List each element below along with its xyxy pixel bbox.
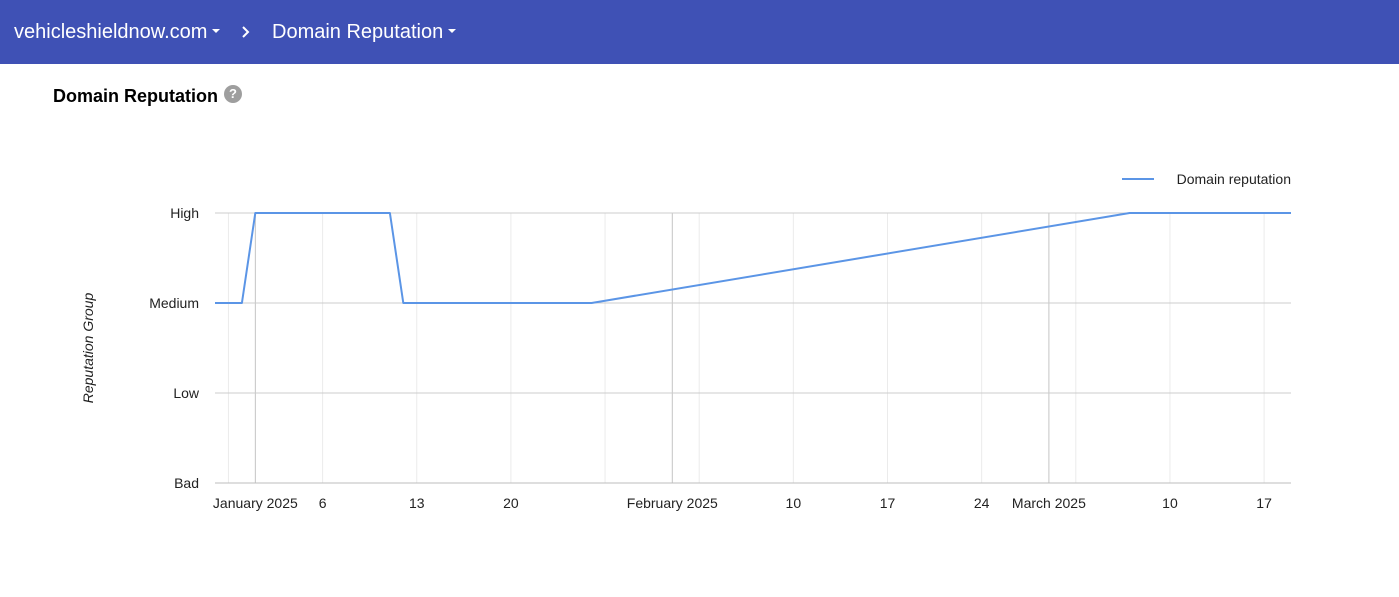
page-title: Domain Reputation xyxy=(53,86,218,106)
x-tick-label: 6 xyxy=(319,495,327,511)
x-tick-label: February 2025 xyxy=(627,495,718,511)
x-tick-label: 17 xyxy=(1256,495,1272,511)
chevron-right-icon xyxy=(242,26,250,38)
y-axis-label: Reputation Group xyxy=(80,293,96,404)
y-tick-label: Medium xyxy=(149,295,199,311)
x-tick-label: January 2025 xyxy=(213,495,298,511)
series-line xyxy=(215,212,1291,304)
x-tick-label: 10 xyxy=(1162,495,1178,511)
x-tick-label: 10 xyxy=(786,495,802,511)
domain-reputation-chart: Bad Low Medium High January 2025 6 13 20 Februar… xyxy=(80,171,1291,511)
y-tick-label: High xyxy=(170,205,199,221)
domain-selector[interactable]: vehicleshieldnow.com xyxy=(14,20,221,44)
domain-selector-label: vehicleshieldnow.com xyxy=(14,21,208,43)
legend-label: Domain reputation xyxy=(1177,171,1291,187)
y-tick-label: Low xyxy=(173,385,200,401)
section-dropdown-caret-icon xyxy=(448,28,457,33)
x-tick-label: 20 xyxy=(503,495,519,511)
section-selector-label: Domain Reputation xyxy=(272,21,444,43)
x-tick-label: 24 xyxy=(974,495,990,511)
domain-dropdown-caret-icon xyxy=(212,28,221,33)
section-selector[interactable]: Domain Reputation xyxy=(272,20,457,44)
x-tick-label: 17 xyxy=(880,495,896,511)
x-tick-label: 13 xyxy=(409,495,425,511)
help-icon[interactable]: ? xyxy=(224,85,242,103)
y-tick-label: Bad xyxy=(174,475,199,491)
x-tick-label: March 2025 xyxy=(1012,495,1086,511)
top-app-bar: vehicleshieldnow.com Domain Reputation xyxy=(0,0,1399,64)
